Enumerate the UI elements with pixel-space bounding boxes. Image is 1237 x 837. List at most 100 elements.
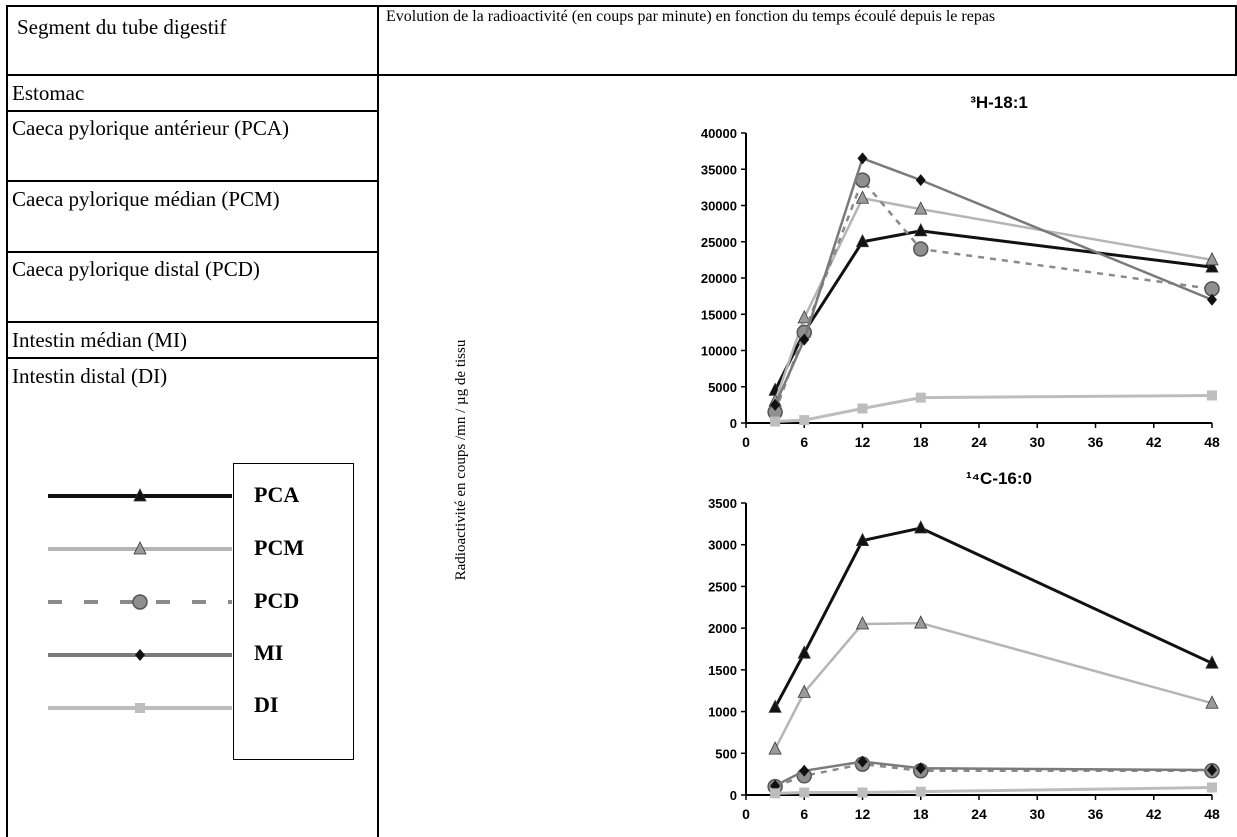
data-point: [1207, 763, 1217, 776]
data-point: [768, 741, 782, 755]
y-tick-label: 40000: [701, 126, 737, 141]
chart-1: ³H-18:1 0 5000 10000 15000 20000 25000 30000 350…: [701, 93, 1220, 450]
y-tick-label: 30000: [701, 199, 737, 214]
data-point: [770, 788, 781, 799]
data-point: [857, 403, 868, 414]
data-point: [797, 645, 811, 659]
data-point: [1207, 390, 1217, 401]
data-point: [914, 520, 928, 534]
data-point: [799, 415, 810, 426]
row-divider: [6, 357, 378, 359]
data-point: [1205, 259, 1219, 273]
y-tick-label: 1500: [708, 663, 737, 678]
data-point: [1207, 782, 1217, 793]
row-pca: Caeca pylorique antérieur (PCA): [12, 116, 289, 140]
row-di: Intestin distal (DI): [12, 364, 168, 388]
header-segment: Segment du tube digestif: [17, 15, 227, 39]
series-mi: [770, 152, 1217, 411]
data-point: [915, 174, 926, 187]
x-tick-label: 48: [1204, 806, 1220, 822]
row-pcm: Caeca pylorique médian (PCM): [12, 187, 280, 211]
series-pcm: [768, 615, 1219, 755]
row-pcd: Caeca pylorique distal (PCD): [12, 257, 260, 281]
data-point: [914, 201, 928, 215]
data-point: [770, 398, 781, 411]
data-point: [1207, 293, 1217, 306]
x-tick-label: 36: [1088, 434, 1104, 450]
data-point: [855, 233, 870, 248]
row-divider: [6, 321, 378, 323]
data-point: [915, 786, 926, 797]
y-tick-label: 0: [730, 788, 737, 803]
series-line: [774, 621, 1213, 750]
x-tick-label: 0: [742, 434, 750, 450]
series-pcm: [768, 190, 1219, 407]
x-tick-label: 36: [1088, 806, 1104, 822]
x-tick-label: 24: [971, 434, 987, 450]
x-tick-label: 18: [913, 806, 929, 822]
data-point: [914, 222, 928, 237]
series-line: [775, 785, 1213, 795]
series-line: [773, 229, 1213, 392]
legend-marker-di: [135, 703, 145, 713]
data-point: [857, 152, 868, 165]
legend-box: [233, 463, 354, 760]
x-tick-label: 30: [1029, 434, 1045, 450]
data-point: [797, 309, 811, 324]
y-axis-label: Radioactivité en coups /mn / µg de tissu: [453, 339, 469, 581]
x-tick-label: 42: [1146, 434, 1162, 450]
data-point: [799, 787, 810, 798]
data-point: [857, 755, 868, 768]
data-point: [799, 764, 810, 777]
row-estomac: Estomac: [12, 81, 85, 105]
y-tick-label: 20000: [701, 271, 737, 286]
y-tick-label: 3500: [708, 496, 737, 511]
y-tick-label: 15000: [701, 307, 737, 322]
y-tick-label: 3000: [708, 538, 737, 553]
series-line: [773, 156, 1213, 406]
data-point: [799, 333, 810, 346]
x-tick-label: 30: [1029, 806, 1045, 822]
data-point: [1205, 251, 1219, 266]
legend-marker-mi: [135, 649, 145, 661]
y-tick-label: 5000: [708, 380, 737, 395]
x-tick-label: 18: [913, 434, 929, 450]
series-mi: [770, 755, 1217, 792]
data-point: [1205, 655, 1219, 669]
y-tick-label: 1000: [708, 705, 737, 720]
data-point: [857, 787, 868, 798]
data-point: [855, 190, 870, 204]
legend-marker-pca: [133, 488, 147, 502]
series-di: [770, 390, 1217, 427]
x-tick-label: 0: [742, 806, 750, 822]
legend-label-di: DI: [254, 692, 279, 717]
legend-marker-pcm: [133, 541, 147, 555]
data-point: [797, 684, 811, 698]
data-point: [1205, 695, 1219, 709]
table-border-top: [6, 5, 1237, 7]
data-point: [855, 532, 870, 546]
row-divider: [6, 110, 378, 112]
y-tick-label: 25000: [701, 235, 737, 250]
y-tick-label: 10000: [701, 344, 737, 359]
x-tick-label: 24: [971, 806, 987, 822]
chart-title: ¹⁴C-16:0: [966, 469, 1032, 488]
charts-area: ³H-18:1050001000015000200002500030000350…: [701, 93, 1220, 822]
data-point: [768, 699, 782, 713]
y-tick-label: 0: [730, 416, 737, 431]
legend-marker-pcd: [132, 594, 148, 610]
series-pca: [768, 520, 1219, 713]
series-di: [770, 782, 1217, 799]
legend-swatches: [48, 488, 232, 713]
legend-label-pcm: PCM: [254, 535, 305, 560]
series-line: [775, 393, 1213, 424]
data-point: [915, 762, 926, 775]
x-tick-label: 42: [1146, 806, 1162, 822]
y-tick-label: 2500: [708, 579, 737, 594]
data-point: [914, 615, 928, 629]
y-tick-label: 500: [715, 746, 737, 761]
row-mi: Intestin médian (MI): [12, 328, 187, 352]
data-point: [913, 241, 929, 257]
data-point: [770, 416, 781, 427]
